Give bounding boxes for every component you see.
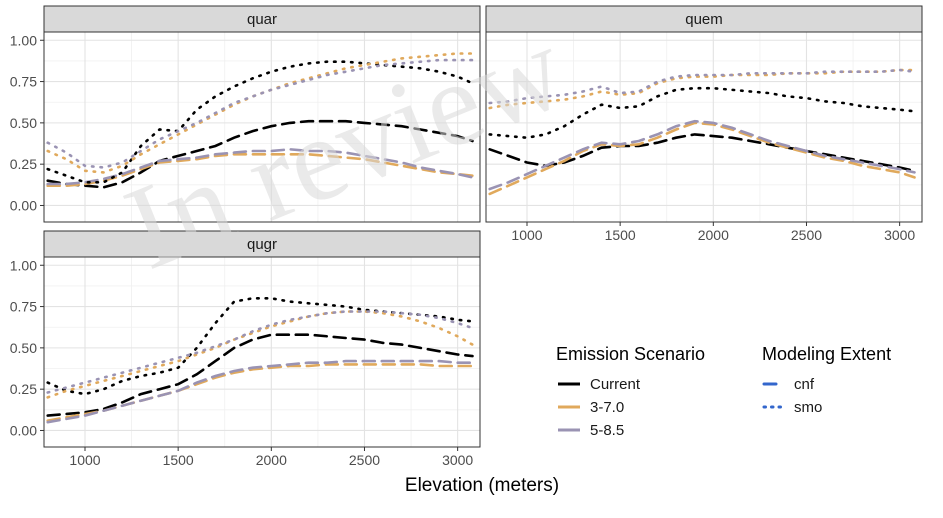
x-tick-label: 1500 (163, 452, 194, 468)
minor-grid-quem (486, 32, 922, 222)
legend-items-emission-scenario: Current 3-7.0 5-8.5 (558, 376, 641, 439)
plot-area-quem (486, 32, 922, 222)
legend-label-smo: smo (794, 399, 822, 416)
x-tick-label: 2500 (349, 452, 380, 468)
x-tick-label: 1500 (605, 227, 636, 243)
series-lines-quar (46, 52, 474, 189)
y-tick-label: 0.00 (10, 422, 37, 438)
panel-border-qugr (43, 256, 481, 448)
y-tick-label: 1.00 (10, 32, 37, 48)
legend-title-emission-scenario: Emission Scenario (556, 344, 705, 364)
x-tick-label: 2500 (791, 227, 822, 243)
x-tick-label: 1000 (511, 227, 542, 243)
y-tick-label: 0.25 (10, 381, 37, 397)
x-axis-title: Elevation (meters) (405, 475, 559, 496)
y-tick-label: 0.00 (10, 197, 37, 213)
series-quar-5-8.5-cnf (46, 147, 474, 186)
legend-emission-scenario: Emission Scenario Current 3-7.0 5-8.5 (556, 344, 705, 439)
y-tick-label: 0.50 (10, 340, 37, 356)
strip-label-quar: quar (247, 11, 277, 28)
series-quem-5-8.5-cnf (488, 119, 916, 191)
y-tick-label: 0.75 (10, 74, 37, 90)
series-qugr-Current-smo (46, 296, 474, 396)
x-tick-label: 1000 (69, 452, 100, 468)
strip-label-qugr: qugr (247, 236, 277, 253)
panel-border-quar (43, 31, 481, 223)
series-quar-3-7.0-cnf (46, 153, 474, 187)
panel-quar: quar 0.00 0.25 0.50 0.75 1.00 (10, 5, 481, 223)
x-tick-label: 2000 (698, 227, 729, 243)
legend-label-3-7.0: 3-7.0 (590, 399, 624, 416)
plot-area-qugr (44, 257, 480, 447)
legend-modeling-extent: Modeling Extent cnf smo (762, 344, 891, 416)
series-qugr-5-8.5-cnf (46, 359, 474, 424)
y-tick-label: 0.25 (10, 156, 37, 172)
major-grid-quem (486, 32, 922, 222)
x-tick-label: 3000 (442, 452, 473, 468)
strip-label-quem: quem (685, 11, 723, 28)
series-quar-5-8.5-smo (46, 58, 474, 169)
y-tick-label: 0.50 (10, 115, 37, 131)
strip-quar (43, 5, 481, 33)
y-tick-label: 1.00 (10, 257, 37, 273)
panel-qugr: qugr 0.00 0.25 0.50 0.75 1.00 1000 1500 2000 2500… (10, 230, 481, 468)
series-qugr-Current-cnf (46, 333, 474, 417)
panel-quem: quem 1000 1500 2000 2500 3000 (485, 5, 923, 243)
series-quar-Current-cnf (46, 119, 474, 189)
legend-label-5-8.5: 5-8.5 (590, 422, 624, 439)
series-quar-Current-smo (46, 60, 474, 184)
series-quem-Current-cnf (488, 133, 916, 173)
series-quem-3-7.0-cnf (488, 121, 916, 196)
legend-label-Current: Current (590, 376, 641, 393)
x-tick-label: 2000 (256, 452, 287, 468)
series-qugr-3-7.0-cnf (46, 363, 474, 422)
panels-layer: quar 0.00 0.25 0.50 0.75 1.00 quem 1000 1500 2000… (10, 5, 923, 468)
series-lines-quem (488, 68, 916, 196)
x-tick-label: 3000 (884, 227, 915, 243)
legend-label-cnf: cnf (794, 376, 815, 393)
panel-border-quem (485, 31, 923, 223)
series-lines-qugr (46, 296, 474, 424)
strip-quem (485, 5, 923, 33)
minor-grid-qugr (44, 257, 480, 447)
series-quem-5-8.5-smo (488, 68, 916, 105)
y-tick-label: 0.75 (10, 299, 37, 315)
legend-items-modeling-extent: cnf smo (762, 376, 822, 416)
major-grid-qugr (44, 257, 480, 447)
legend-title-modeling-extent: Modeling Extent (762, 344, 891, 364)
